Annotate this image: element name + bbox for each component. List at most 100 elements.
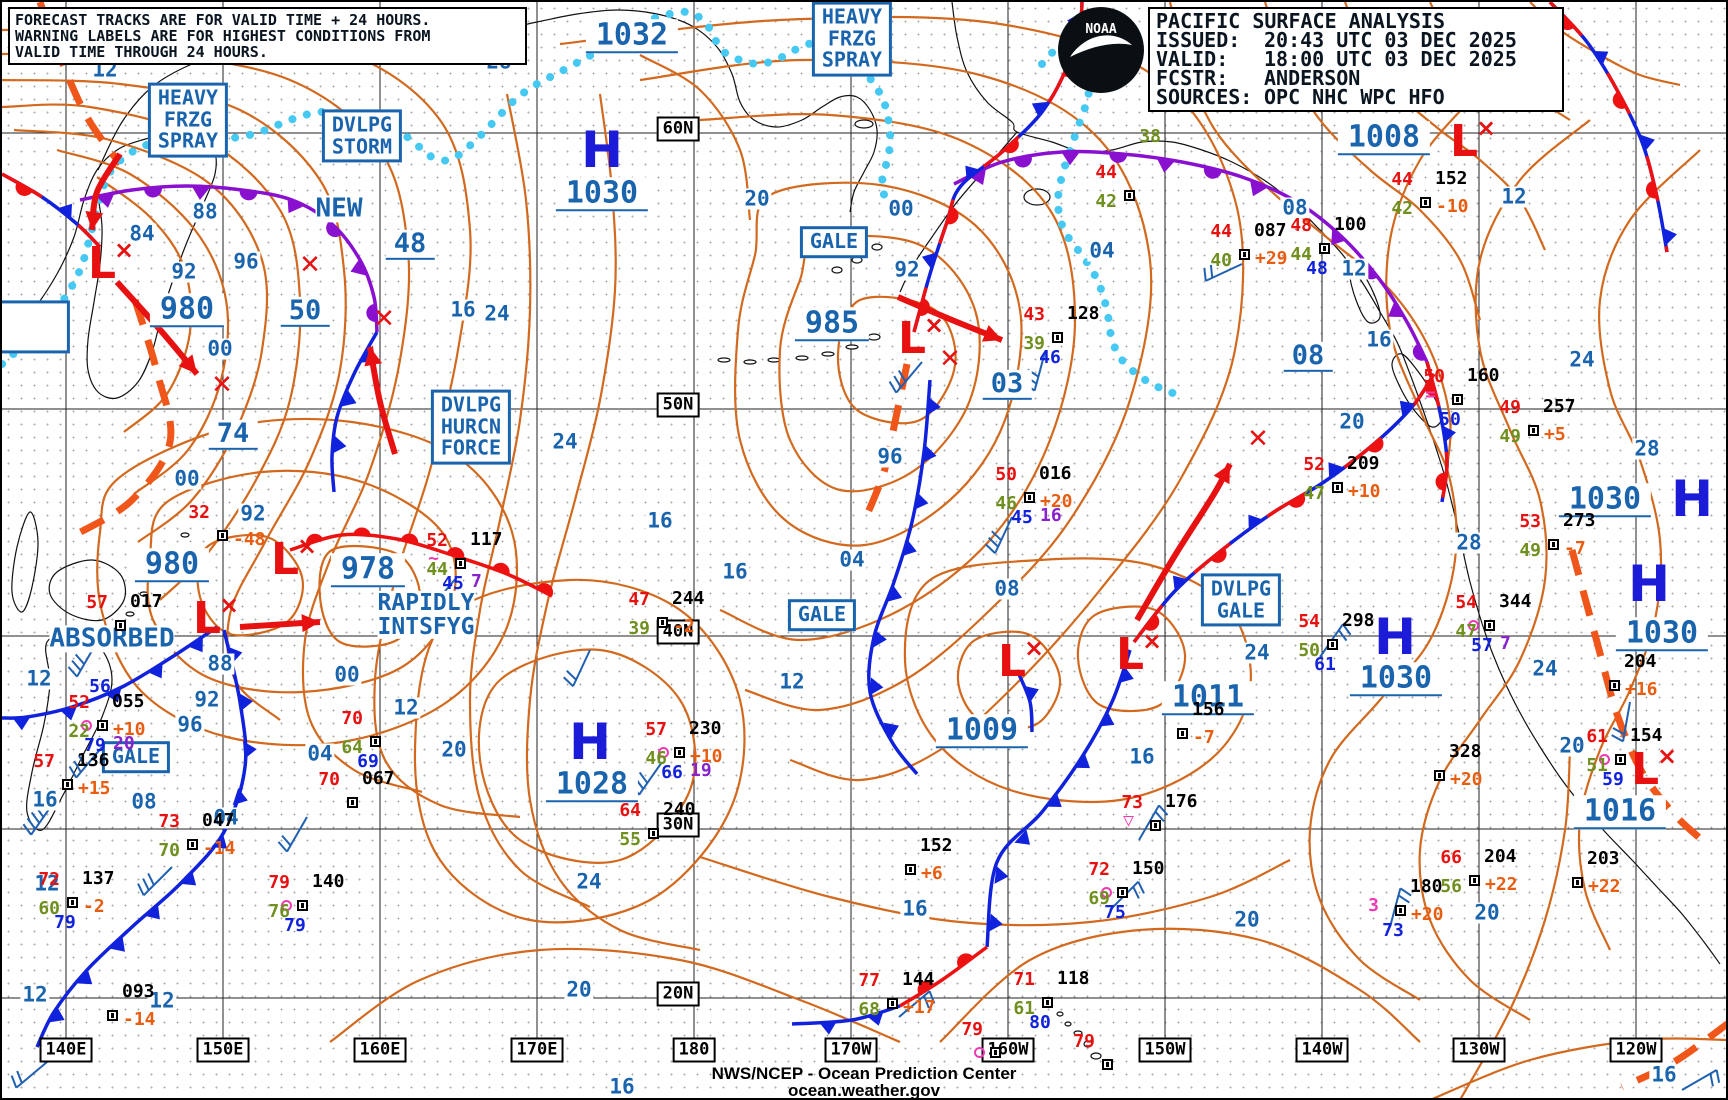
station-marker: [1117, 887, 1128, 898]
low-center-symbol: L ×: [1115, 627, 1163, 680]
station-value: 136: [77, 750, 110, 771]
high-center-symbol: H: [581, 121, 623, 179]
isobar-label: 24: [1242, 640, 1272, 665]
low-center-symbol: L ×: [997, 634, 1045, 687]
isobar-label: 24: [550, 429, 580, 454]
station-value: =: [1425, 384, 1436, 405]
station-marker: [1102, 1059, 1113, 1070]
front-line: [953, 149, 1429, 363]
isobar: [2, 50, 423, 794]
barb-tick: [26, 817, 36, 830]
isobar-label: 08: [129, 789, 159, 814]
island: [821, 351, 835, 357]
station-value: -7: [1564, 538, 1586, 559]
front-pip: [869, 677, 884, 696]
station-value: +20: [1450, 769, 1483, 790]
front-pip: [305, 533, 324, 546]
front-pip: [1250, 180, 1267, 197]
island: [845, 344, 859, 350]
high-center-symbol: H: [1628, 555, 1670, 613]
front-pip: [1435, 472, 1446, 491]
isobar-label: 12: [391, 695, 421, 720]
isobar-label: 20: [564, 977, 594, 1002]
station-value: 66: [661, 762, 683, 783]
station-value: 60: [38, 898, 60, 919]
station-marker: [1239, 249, 1250, 260]
isobar-label: 16: [1364, 327, 1394, 352]
front-pip: [1014, 157, 1032, 168]
station-value: +22: [1588, 876, 1621, 897]
front-pip: [535, 583, 554, 597]
barb-shaft: [1622, 701, 1631, 742]
front-pip: [1248, 514, 1264, 531]
barb-shaft: [898, 990, 931, 1018]
disclaimer-box: FORECAST TRACKS ARE FOR VALID TIME + 24 …: [8, 7, 527, 65]
station-value: 64: [619, 800, 641, 821]
station-value: 69: [1088, 888, 1110, 909]
station-value: 118: [1057, 968, 1090, 989]
front-pip: [1288, 494, 1306, 508]
track-arrowhead: [364, 347, 383, 367]
barb-tick: [71, 659, 82, 672]
station-value: 32: [188, 502, 210, 523]
front-line: [912, 2, 1084, 333]
station-weather-circle: [1599, 754, 1610, 765]
isobar-label: 28: [1454, 530, 1484, 555]
sources-label: SOURCES:: [1156, 85, 1253, 109]
barb-tick: [142, 878, 150, 891]
barb-shaft: [75, 746, 103, 779]
wind-barb: [985, 516, 1013, 554]
island: [831, 266, 843, 274]
barb-shaft: [638, 761, 663, 796]
longitude-label-120W: 120W: [1609, 1037, 1663, 1063]
chart-title: PACIFIC SURFACE ANALYSIS: [1156, 9, 1445, 33]
disclaimer-line1: FORECAST TRACKS ARE FOR VALID TIME + 24 …: [15, 11, 431, 29]
station-value: 73: [1121, 792, 1143, 813]
front-pip: [957, 953, 974, 968]
station-value: 61: [1586, 726, 1608, 747]
barb-tick: [1203, 267, 1207, 282]
front-pip: [1399, 400, 1416, 417]
longitude-label-140E: 140E: [39, 1037, 93, 1063]
station-value: -7: [1193, 727, 1215, 748]
station-value: 140: [312, 871, 345, 892]
isobar: [903, 557, 1252, 804]
island: [871, 243, 883, 251]
station-value: -2: [673, 616, 695, 637]
noaa-logo-text: NOAA: [1085, 22, 1116, 37]
front-pip: [350, 258, 366, 276]
wind-barb: [137, 866, 173, 896]
isobar: [939, 927, 1421, 1043]
station-value: 47: [1455, 621, 1477, 642]
station-value: 79: [1073, 1031, 1095, 1052]
front-pip: [1098, 710, 1115, 727]
station-value: +20: [1040, 491, 1073, 512]
front-pip: [1157, 158, 1175, 173]
isobar: [1418, 119, 1591, 1021]
pressure-value-label: 978: [330, 553, 406, 587]
station-marker: [1395, 905, 1406, 916]
isobar-label: 08: [1280, 195, 1310, 220]
island: [743, 359, 757, 365]
isobar-label: 92: [892, 257, 922, 282]
front-pip: [922, 444, 937, 463]
front-pip: [1045, 792, 1062, 807]
station-marker: [1024, 492, 1035, 503]
station-marker: [1615, 754, 1626, 765]
isobar-label: 12: [777, 669, 807, 694]
low-center-symbol: L ×: [897, 311, 945, 364]
wind-barb: [563, 649, 591, 687]
front-pip: [946, 206, 959, 225]
valid-value: 18:00 UTC 03 DEC 2025: [1264, 47, 1517, 71]
front-pip: [1612, 91, 1626, 109]
station-marker: [297, 900, 308, 911]
station-marker: [648, 828, 659, 839]
front-pip: [59, 705, 78, 721]
barb-tick: [563, 676, 574, 687]
disclaimer-line2: WARNING LABELS ARE FOR HIGHEST CONDITION…: [15, 27, 431, 45]
front-pip: [1014, 829, 1031, 845]
barb-tick: [888, 380, 898, 394]
isobar-label: 00: [332, 662, 362, 687]
isobar-label: 20: [1337, 409, 1367, 434]
front-pip: [76, 969, 93, 985]
